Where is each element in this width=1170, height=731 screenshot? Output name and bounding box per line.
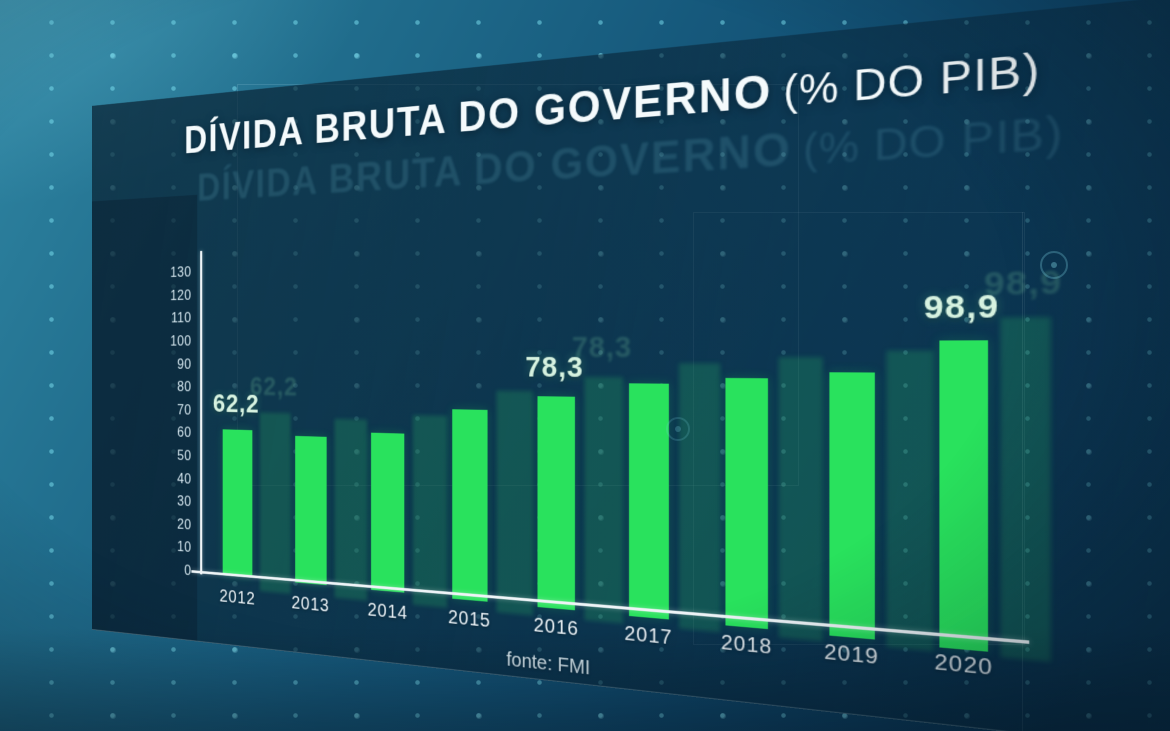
y-tick-130: 130 — [142, 264, 191, 283]
y-tick-90: 90 — [142, 356, 191, 373]
echo-bar-2018 — [779, 357, 823, 641]
bar-2012 — [223, 429, 253, 578]
y-tick-70: 70 — [142, 401, 191, 419]
echo-bar-2014 — [413, 415, 447, 607]
y-tick-120: 120 — [142, 287, 191, 305]
echo-bar-2015 — [496, 391, 532, 616]
y-tick-30: 30 — [142, 491, 191, 511]
backdrop-ring-icon — [666, 417, 690, 441]
y-tick-60: 60 — [142, 423, 191, 442]
echo-bar-2013 — [334, 419, 366, 601]
backdrop-ring-icon — [1040, 251, 1068, 279]
bar-2013 — [295, 436, 326, 585]
value-label-2020: 98,9 — [884, 287, 1042, 327]
y-tick-100: 100 — [142, 333, 191, 350]
echo-bar-2019 — [886, 351, 933, 652]
y-tick-110: 110 — [142, 310, 191, 328]
chart-board: DÍVIDA BRUTA DO GOVERNO (% DO PIB) DÍVIDA… — [146, 0, 1170, 731]
echo-bar-2012 — [260, 412, 291, 593]
tv-graphic-stage: DÍVIDA BRUTA DO GOVERNO (% DO PIB) DÍVIDA… — [0, 0, 1170, 731]
bar-2019 — [829, 372, 874, 639]
value-label-2012: 62,2 — [189, 388, 286, 420]
echo-bar-2016 — [584, 377, 623, 624]
y-tick-50: 50 — [142, 446, 191, 465]
y-tick-40: 40 — [142, 468, 191, 487]
y-tick-80: 80 — [142, 378, 191, 396]
bar-2020 — [939, 340, 988, 651]
value-label-2016: 78,3 — [495, 351, 617, 385]
bar-2014 — [371, 433, 404, 593]
bar-2017 — [629, 383, 669, 619]
echo-bar-2020 — [1000, 317, 1050, 662]
bar-2018 — [725, 378, 767, 629]
y-tick-20: 20 — [142, 513, 191, 533]
bar-2016 — [538, 396, 575, 610]
bar-2015 — [452, 409, 487, 601]
echo-bar-2017 — [679, 363, 720, 632]
